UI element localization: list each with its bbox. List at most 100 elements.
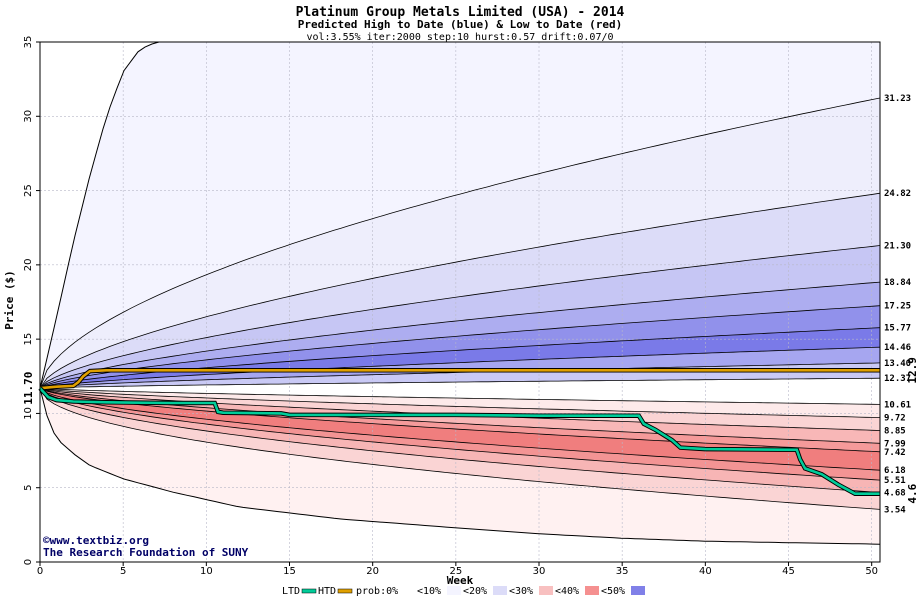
x-tick-label-0: 0 <box>37 566 43 577</box>
legend-prob-text: prob:0% <box>356 586 398 597</box>
quantile-label-24.82: 24.82 <box>884 189 911 199</box>
quantile-label-7.42: 7.42 <box>884 448 906 458</box>
x-tick-labels: 0 5 10 15 20 25 30 35 40 45 50 <box>37 566 878 577</box>
band-low-1 <box>40 388 880 418</box>
credit-line-1: ©www.textbiz.org <box>43 534 149 547</box>
legend: LTD HTD prob:0% <10% <20% <30% <40% <50% <box>282 586 645 597</box>
band-high-5 <box>40 305 880 389</box>
legend-item-text-0: <10% <box>417 586 441 597</box>
quantile-label-31.23: 31.23 <box>884 94 911 104</box>
legend-item-text-3: <40% <box>555 586 579 597</box>
y-tick-label-15: 15 <box>23 333 34 346</box>
low-quantile-line-10.61 <box>39 387 881 405</box>
y-tick-label-20: 20 <box>23 258 34 271</box>
legend-item-text-2: <30% <box>509 586 533 597</box>
high-quantile-line-18.84 <box>39 281 881 389</box>
legend-ltd-swatch <box>301 588 317 594</box>
legend-item-swatch-0 <box>447 586 461 595</box>
htd-end-label: 12.9 <box>906 357 919 384</box>
quantile-label-8.85: 8.85 <box>884 427 906 437</box>
quantile-label-18.84: 18.84 <box>884 278 912 288</box>
band-low-5 <box>40 388 880 471</box>
series-lines <box>38 368 880 496</box>
low-quantile-line-7.99 <box>39 387 881 444</box>
quantile-label-17.25: 17.25 <box>884 302 911 312</box>
y-tick-label-35: 35 <box>23 36 34 49</box>
quantile-label-9.72: 9.72 <box>884 414 906 424</box>
band-low-outer <box>40 388 880 545</box>
axes <box>36 41 881 566</box>
legend-ltd-text: LTD <box>282 586 300 597</box>
x-tick-label-30: 30 <box>533 566 546 577</box>
band-high-2 <box>40 193 880 389</box>
quantile-label-4.68: 4.68 <box>884 488 906 498</box>
x-tick-label-5: 5 <box>120 566 126 577</box>
x-tick-label-20: 20 <box>366 566 379 577</box>
legend-htd-text: HTD <box>318 586 336 597</box>
quantile-label-5.51: 5.51 <box>884 476 906 486</box>
x-tick-label-40: 40 <box>699 566 712 577</box>
htd-line <box>39 369 880 390</box>
legend-item-text-1: <20% <box>463 586 487 597</box>
x-axis-label: Week <box>447 574 474 587</box>
high-quantile-line-17.25 <box>39 305 881 389</box>
high-quantile-line-12.37 <box>39 377 881 389</box>
x-tick-label-15: 15 <box>283 566 296 577</box>
chart-subtitle: Predicted High to Date (blue) & Low to D… <box>298 18 623 31</box>
band-high-4 <box>40 282 880 389</box>
y-tick-label-10: 10 <box>23 407 34 420</box>
x-tick-label-45: 45 <box>782 566 795 577</box>
high-quantile-line-14.46 <box>39 346 881 389</box>
quantile-label-6.18: 6.18 <box>884 466 906 476</box>
y-tick-labels: 0 5 10 15 20 25 30 35 <box>23 36 34 566</box>
quantile-label-13.40: 13.40 <box>884 359 911 369</box>
band-high-outer <box>40 42 880 389</box>
low-quantile-line-9.72 <box>39 387 881 418</box>
chart-title: Platinum Group Metals Limited (USA) - 20… <box>296 5 625 20</box>
low-quantile-line-7.42 <box>39 387 881 453</box>
legend-item-swatch-4 <box>631 586 645 595</box>
band-low-6 <box>40 388 880 481</box>
y-axis-label: Price ($) <box>3 270 16 330</box>
legend-item-swatch-1 <box>493 586 507 595</box>
ltd-line <box>39 387 880 495</box>
x-tick-label-10: 10 <box>200 566 213 577</box>
start-price-label: 11.70 <box>22 372 35 405</box>
legend-item-swatch-3 <box>585 586 599 595</box>
credit-line-2: The Research Foundation of SUNY <box>43 546 249 559</box>
legend-item-swatch-2 <box>539 586 553 595</box>
band-high-6 <box>40 327 880 389</box>
quantile-label-15.77: 15.77 <box>884 324 911 334</box>
band-high-1 <box>40 98 880 389</box>
quantile-label-10.61: 10.61 <box>884 400 911 410</box>
x-tick-label-25: 25 <box>449 566 462 577</box>
legend-htd-swatch <box>337 588 353 594</box>
y-tick-label-30: 30 <box>23 110 34 123</box>
y-tick-label-0: 0 <box>23 559 34 565</box>
high-quantile-line-24.82 <box>39 192 881 389</box>
quantile-label-14.46: 14.46 <box>884 343 911 353</box>
quantile-label-12.37: 12.37 <box>884 374 911 384</box>
min-envelope-line <box>39 388 881 545</box>
quantile-label-7.99: 7.99 <box>884 439 906 449</box>
y-tick-label-25: 25 <box>23 184 34 197</box>
legend-swatch-0 <box>401 586 415 595</box>
x-tick-label-35: 35 <box>616 566 629 577</box>
legend-item-text-4: <50% <box>601 586 625 597</box>
x-tick-label-50: 50 <box>865 566 878 577</box>
low-quantile-line-5.51 <box>39 387 881 481</box>
band-low-8 <box>40 388 880 510</box>
band-low-2 <box>40 388 880 431</box>
ltd-end-label: 4.6 <box>906 483 919 503</box>
band-low-4 <box>40 388 880 452</box>
quantile-end-labels: 31.23 24.82 21.30 18.84 17.25 15.77 14.46 13.40… <box>884 94 912 515</box>
low-quantile-line-6.18 <box>39 387 881 471</box>
chart-params: vol:3.55% iter:2000 step:10 hurst:0.57 d… <box>306 32 613 43</box>
quantile-label-3.54: 3.54 <box>884 505 906 515</box>
band-low-7 <box>40 388 880 493</box>
plot-frame <box>39 41 881 563</box>
low-quantile-line-3.54 <box>39 387 881 510</box>
y-tick-label-5: 5 <box>23 485 34 491</box>
quantile-label-21.30: 21.30 <box>884 242 911 252</box>
